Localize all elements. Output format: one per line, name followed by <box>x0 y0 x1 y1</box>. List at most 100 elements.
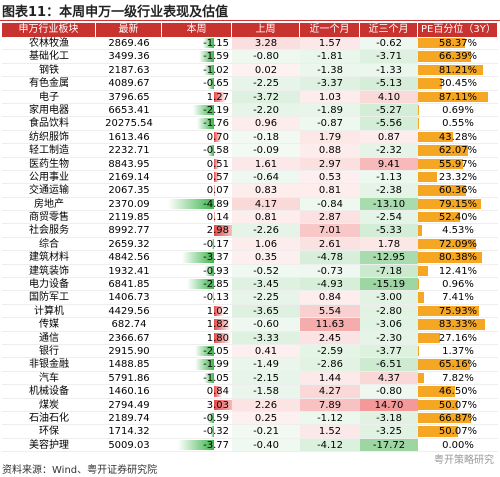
cell-text: -3.71 <box>376 51 402 63</box>
cell-text: 5.54 <box>318 305 342 317</box>
table-cell: 轻工制造 <box>2 144 96 156</box>
cell-text: 9.41 <box>377 158 401 170</box>
cell-text: 国防军工 <box>29 292 69 304</box>
cell-text: -1.76 <box>203 118 229 130</box>
cell-text: -0.87 <box>317 118 343 130</box>
cell-text: -3.00 <box>376 292 402 304</box>
cell-text: 1.80 <box>206 332 229 344</box>
table-row: 家用电器 6653.41 -2.19 -2.20 -1.89 -5.27 0.69% <box>2 103 498 118</box>
cell-text: 2169.14 <box>108 171 150 183</box>
week-bar <box>214 225 232 236</box>
pe-bar <box>418 399 459 410</box>
cell-text: 电力设备 <box>29 279 69 291</box>
cell-text: 房地产 <box>34 198 64 210</box>
cell-text: -2.05 <box>203 345 229 357</box>
table-cell: 8843.95 <box>96 158 162 170</box>
table-cell: -1.76 <box>162 117 232 129</box>
week-bar <box>167 198 214 210</box>
table-cell: 家用电器 <box>2 104 96 116</box>
week-bar <box>214 171 220 183</box>
cell-text: 环保 <box>39 426 59 438</box>
cell-text: 58.37% <box>438 38 478 49</box>
source: 资料来源：Wind、粤开证券研究院 <box>2 465 158 476</box>
table-cell: 81.21% <box>418 64 498 76</box>
pe-bar <box>418 51 472 62</box>
week-bar <box>212 292 214 303</box>
table-cell: 1406.73 <box>96 291 162 303</box>
table-cell: 公用事业 <box>2 171 96 183</box>
cell-text: -0.32 <box>203 426 229 438</box>
cell-text: 计算机 <box>34 305 64 317</box>
cell-text: 1.57 <box>318 38 342 49</box>
table-cell: 2.98 <box>162 224 232 236</box>
cell-text: 12.41% <box>438 265 478 277</box>
table-cell: 商贸零售 <box>2 211 96 223</box>
table-cell: 0.87 <box>360 130 418 144</box>
table-cell: 1.78 <box>360 237 418 251</box>
cell-text: 2.26 <box>254 399 278 411</box>
table-cell: 682.74 <box>96 318 162 330</box>
cell-text: 2.45 <box>318 332 342 344</box>
table-cell: -0.09 <box>232 144 300 157</box>
cell-text: 商贸零售 <box>29 212 69 224</box>
cell-text: 2187.63 <box>108 64 150 76</box>
cell-text: -1.02 <box>203 64 229 76</box>
cell-text: 27.16% <box>438 332 478 344</box>
table-cell: 7.41% <box>418 291 498 303</box>
table-cell: -2.59 <box>300 344 360 358</box>
cell-text: 1.61 <box>254 158 278 170</box>
table-cell: 综合 <box>2 238 96 250</box>
table-cell: 1.27 <box>162 91 232 103</box>
week-bar <box>214 399 232 410</box>
table-cell: 2119.85 <box>96 211 162 223</box>
table-cell: -2.25 <box>232 77 300 90</box>
table-row: 石油石化 2189.74 -0.59 0.25 -1.12 -3.18 66.87% <box>2 411 498 426</box>
cell-text: 1.44 <box>318 372 342 384</box>
table-cell: 1.37% <box>418 345 498 357</box>
table: 申万行业板块 最新 本周 上周 近一个月 近三个月 PE百分位（3Y） 农林牧渔 2869.46… <box>2 23 498 453</box>
cell-text: 0.84 <box>318 292 342 304</box>
cell-text: -3.06 <box>376 319 402 331</box>
table-cell: 55.97% <box>418 158 498 170</box>
table-cell: -0.40 <box>232 438 300 452</box>
pe-bar <box>418 64 483 76</box>
table-cell: 汽车 <box>2 372 96 384</box>
table-row: 综合 2659.32 -0.17 1.06 2.61 1.78 72.09% <box>2 237 498 252</box>
table-cell: -0.18 <box>232 130 300 144</box>
cell-text: 3.28 <box>254 38 278 49</box>
cell-text: -3.33 <box>253 332 279 344</box>
cell-text: 66.39% <box>438 51 478 63</box>
table-cell: -2.25 <box>232 291 300 304</box>
week-bar <box>214 212 216 223</box>
cell-text: -4.89 <box>203 198 229 210</box>
table-cell: 4089.67 <box>96 77 162 89</box>
week-bar <box>203 38 214 49</box>
table-cell: 银行 <box>2 345 96 357</box>
week-bar <box>198 51 214 62</box>
table-cell: 2869.46 <box>96 37 162 49</box>
cell-text: -5.56 <box>376 118 402 130</box>
cell-text: -15.19 <box>372 279 406 291</box>
table-cell: -3.25 <box>360 425 418 438</box>
cell-text: 11.63 <box>315 319 345 331</box>
cell-text: 2366.67 <box>108 332 150 344</box>
pe-bar <box>418 131 453 143</box>
table-cell: 14.70 <box>360 398 418 411</box>
table-cell: -2.54 <box>360 211 418 224</box>
table-cell: 5.54 <box>300 304 360 318</box>
table-cell: 50.07% <box>418 399 498 411</box>
cell-text: 4429.56 <box>108 305 150 317</box>
cell-text: -0.21 <box>253 426 279 438</box>
cell-text: 0.14 <box>206 212 229 224</box>
table-row: 有色金属 4089.67 -0.65 -2.25 -3.37 -5.13 30.45% <box>2 77 498 91</box>
watermark: 粤开策略研究 <box>434 455 494 466</box>
table-cell: 1.57 <box>300 37 360 50</box>
pe-bar <box>418 78 443 89</box>
table-cell: 7.01 <box>300 224 360 237</box>
cell-text: -1.99 <box>203 359 229 371</box>
pe-bar <box>418 91 488 102</box>
cell-text: 1.79 <box>318 131 342 143</box>
cell-text: -0.93 <box>203 265 229 277</box>
table-cell: 国防军工 <box>2 291 96 303</box>
